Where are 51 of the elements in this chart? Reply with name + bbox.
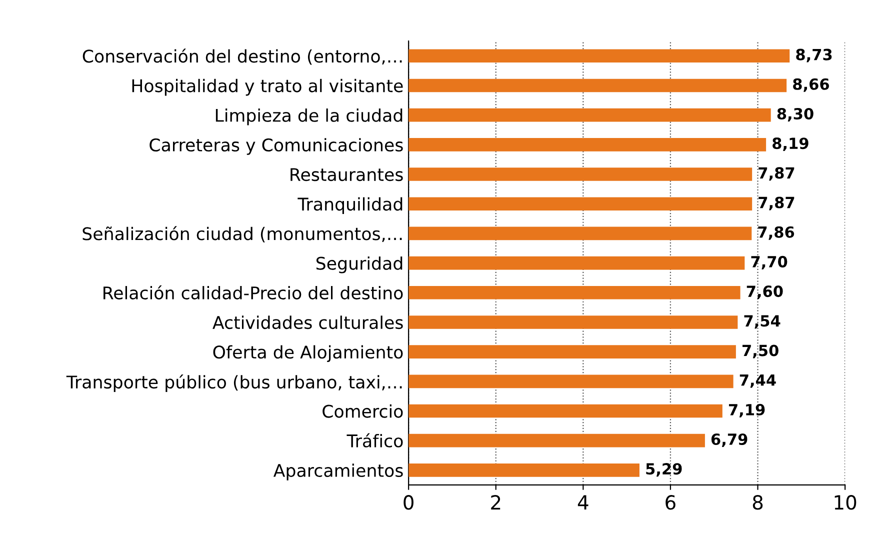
data-label: 7,70 [751, 256, 788, 270]
y-tick-label: Señalización ciudad (monumentos,… [82, 226, 402, 242]
y-tick-label: Seguridad [316, 256, 402, 274]
y-tick-label: Tráfico [346, 433, 403, 448]
bar [408, 49, 790, 63]
x-tick-label: 4 [578, 495, 588, 510]
data-label: 7,86 [758, 226, 794, 240]
bar [408, 286, 740, 300]
data-label: 7,60 [746, 286, 783, 300]
data-label: 7,44 [740, 374, 776, 388]
data-label: 8,30 [777, 108, 814, 122]
data-label: 7,19 [728, 404, 765, 418]
y-tick-label: Hospitalidad y trato al visitante [132, 78, 403, 96]
bar [408, 256, 745, 270]
data-label: 5,29 [646, 463, 682, 477]
x-tick-label: 8 [752, 495, 763, 510]
bar [408, 316, 738, 329]
y-tick-label: Oferta de Alojamiento [213, 345, 403, 362]
y-tick-label: Transporte público (bus urbano, taxi,… [66, 374, 402, 392]
bar [408, 168, 752, 181]
data-label: 7,87 [758, 196, 794, 210]
bar [408, 404, 722, 418]
data-label: 8,66 [793, 78, 829, 92]
y-tick-label: Conservación del destino (entorno,… [82, 48, 402, 65]
bar [408, 464, 640, 477]
bar [408, 374, 734, 388]
x-tick-label: 0 [404, 495, 414, 510]
data-label: 7,54 [744, 315, 780, 329]
data-label: 6,79 [711, 433, 748, 447]
y-tick-label: Aparcamientos [273, 464, 403, 480]
data-label: 8,73 [796, 48, 832, 62]
y-tick-label: Relación calidad-Precio del destino [104, 285, 403, 300]
y-tick-label: Actividades culturales [212, 316, 403, 330]
y-tick-label: Comercio [322, 404, 403, 418]
x-tick-label: 2 [491, 495, 500, 510]
bar [408, 197, 752, 211]
y-tick-label: Tranquilidad [298, 197, 402, 214]
bar [408, 108, 771, 122]
data-label: 7,87 [758, 167, 794, 181]
x-tick-label: 10 [834, 495, 856, 510]
bar [408, 345, 736, 358]
y-tick-label: Limpieza de la ciudad [216, 108, 402, 126]
bar [408, 78, 787, 92]
data-label: 8,19 [772, 138, 808, 152]
data-label: 7,50 [742, 344, 778, 358]
y-tick-label: Carreteras y Comunicaciones [150, 138, 403, 155]
x-tick-label: 6 [666, 495, 676, 510]
y-tick-label: Restaurantes [290, 168, 403, 182]
bar [408, 138, 766, 152]
bar [408, 226, 752, 240]
bar [408, 434, 705, 448]
